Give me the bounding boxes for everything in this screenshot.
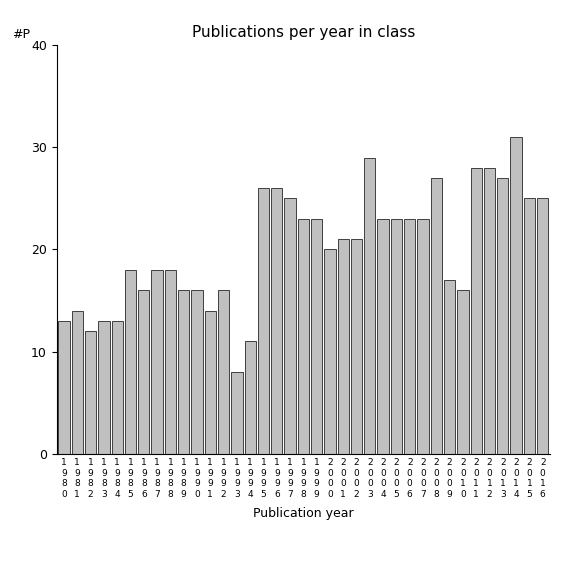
Bar bbox=[537, 198, 548, 454]
Bar bbox=[391, 219, 402, 454]
X-axis label: Publication year: Publication year bbox=[253, 507, 354, 520]
Text: #P: #P bbox=[12, 28, 30, 41]
Bar bbox=[71, 311, 83, 454]
Bar bbox=[351, 239, 362, 454]
Bar bbox=[298, 219, 309, 454]
Bar bbox=[324, 249, 336, 454]
Bar bbox=[191, 290, 202, 454]
Bar bbox=[444, 280, 455, 454]
Bar bbox=[98, 321, 109, 454]
Bar bbox=[138, 290, 150, 454]
Bar bbox=[510, 137, 522, 454]
Bar bbox=[258, 188, 269, 454]
Bar bbox=[497, 178, 509, 454]
Bar bbox=[165, 270, 176, 454]
Bar bbox=[112, 321, 123, 454]
Bar bbox=[85, 331, 96, 454]
Title: Publications per year in class: Publications per year in class bbox=[192, 25, 415, 40]
Bar bbox=[484, 168, 495, 454]
Bar bbox=[311, 219, 322, 454]
Bar bbox=[378, 219, 389, 454]
Bar bbox=[178, 290, 189, 454]
Bar bbox=[524, 198, 535, 454]
Bar bbox=[417, 219, 429, 454]
Bar bbox=[364, 158, 375, 454]
Bar bbox=[231, 372, 243, 454]
Bar bbox=[271, 188, 282, 454]
Bar bbox=[218, 290, 229, 454]
Bar bbox=[404, 219, 416, 454]
Bar bbox=[58, 321, 70, 454]
Bar bbox=[337, 239, 349, 454]
Bar bbox=[244, 341, 256, 454]
Bar bbox=[471, 168, 482, 454]
Bar bbox=[457, 290, 468, 454]
Bar bbox=[205, 311, 216, 454]
Bar bbox=[125, 270, 136, 454]
Bar bbox=[431, 178, 442, 454]
Bar bbox=[285, 198, 296, 454]
Bar bbox=[151, 270, 163, 454]
